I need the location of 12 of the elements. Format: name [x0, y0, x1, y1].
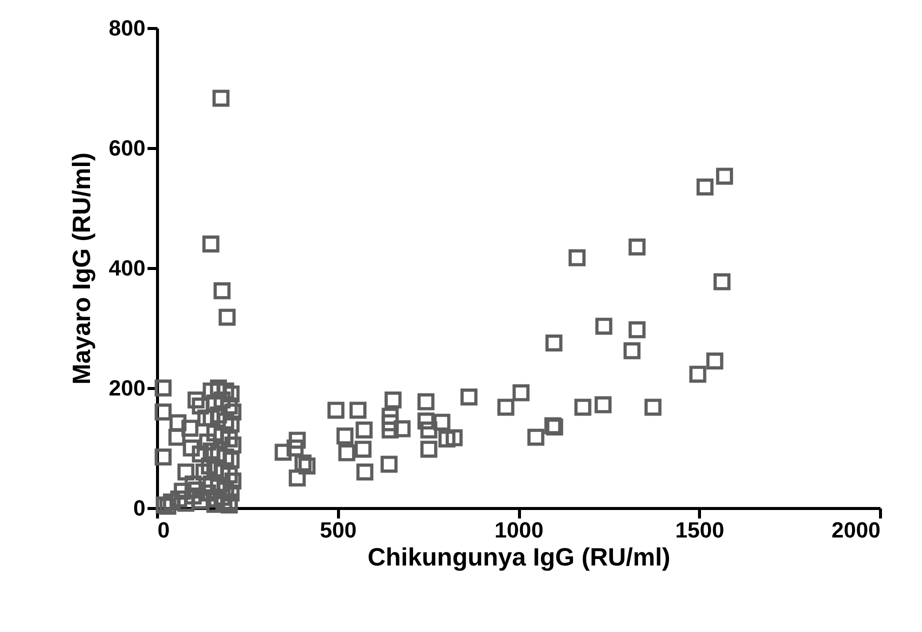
x-tick-label: 1000 [494, 518, 544, 542]
y-tick-label: 600 [108, 136, 146, 160]
x-axis-title: Chikungunya IgG (RU/ml) [368, 544, 670, 572]
x-tick-label: 0 [158, 518, 170, 542]
x-tick-label: 500 [320, 518, 357, 542]
y-axis-title: Mayaro IgG (RU/ml) [68, 152, 96, 384]
y-tick-label: 400 [108, 256, 146, 280]
y-tick-label: 800 [108, 16, 146, 40]
x-tick-label: 1500 [675, 518, 724, 542]
y-tick-label: 200 [108, 376, 146, 400]
y-tick-label: 0 [133, 496, 146, 520]
x-tick-label: 2000 [832, 518, 880, 542]
